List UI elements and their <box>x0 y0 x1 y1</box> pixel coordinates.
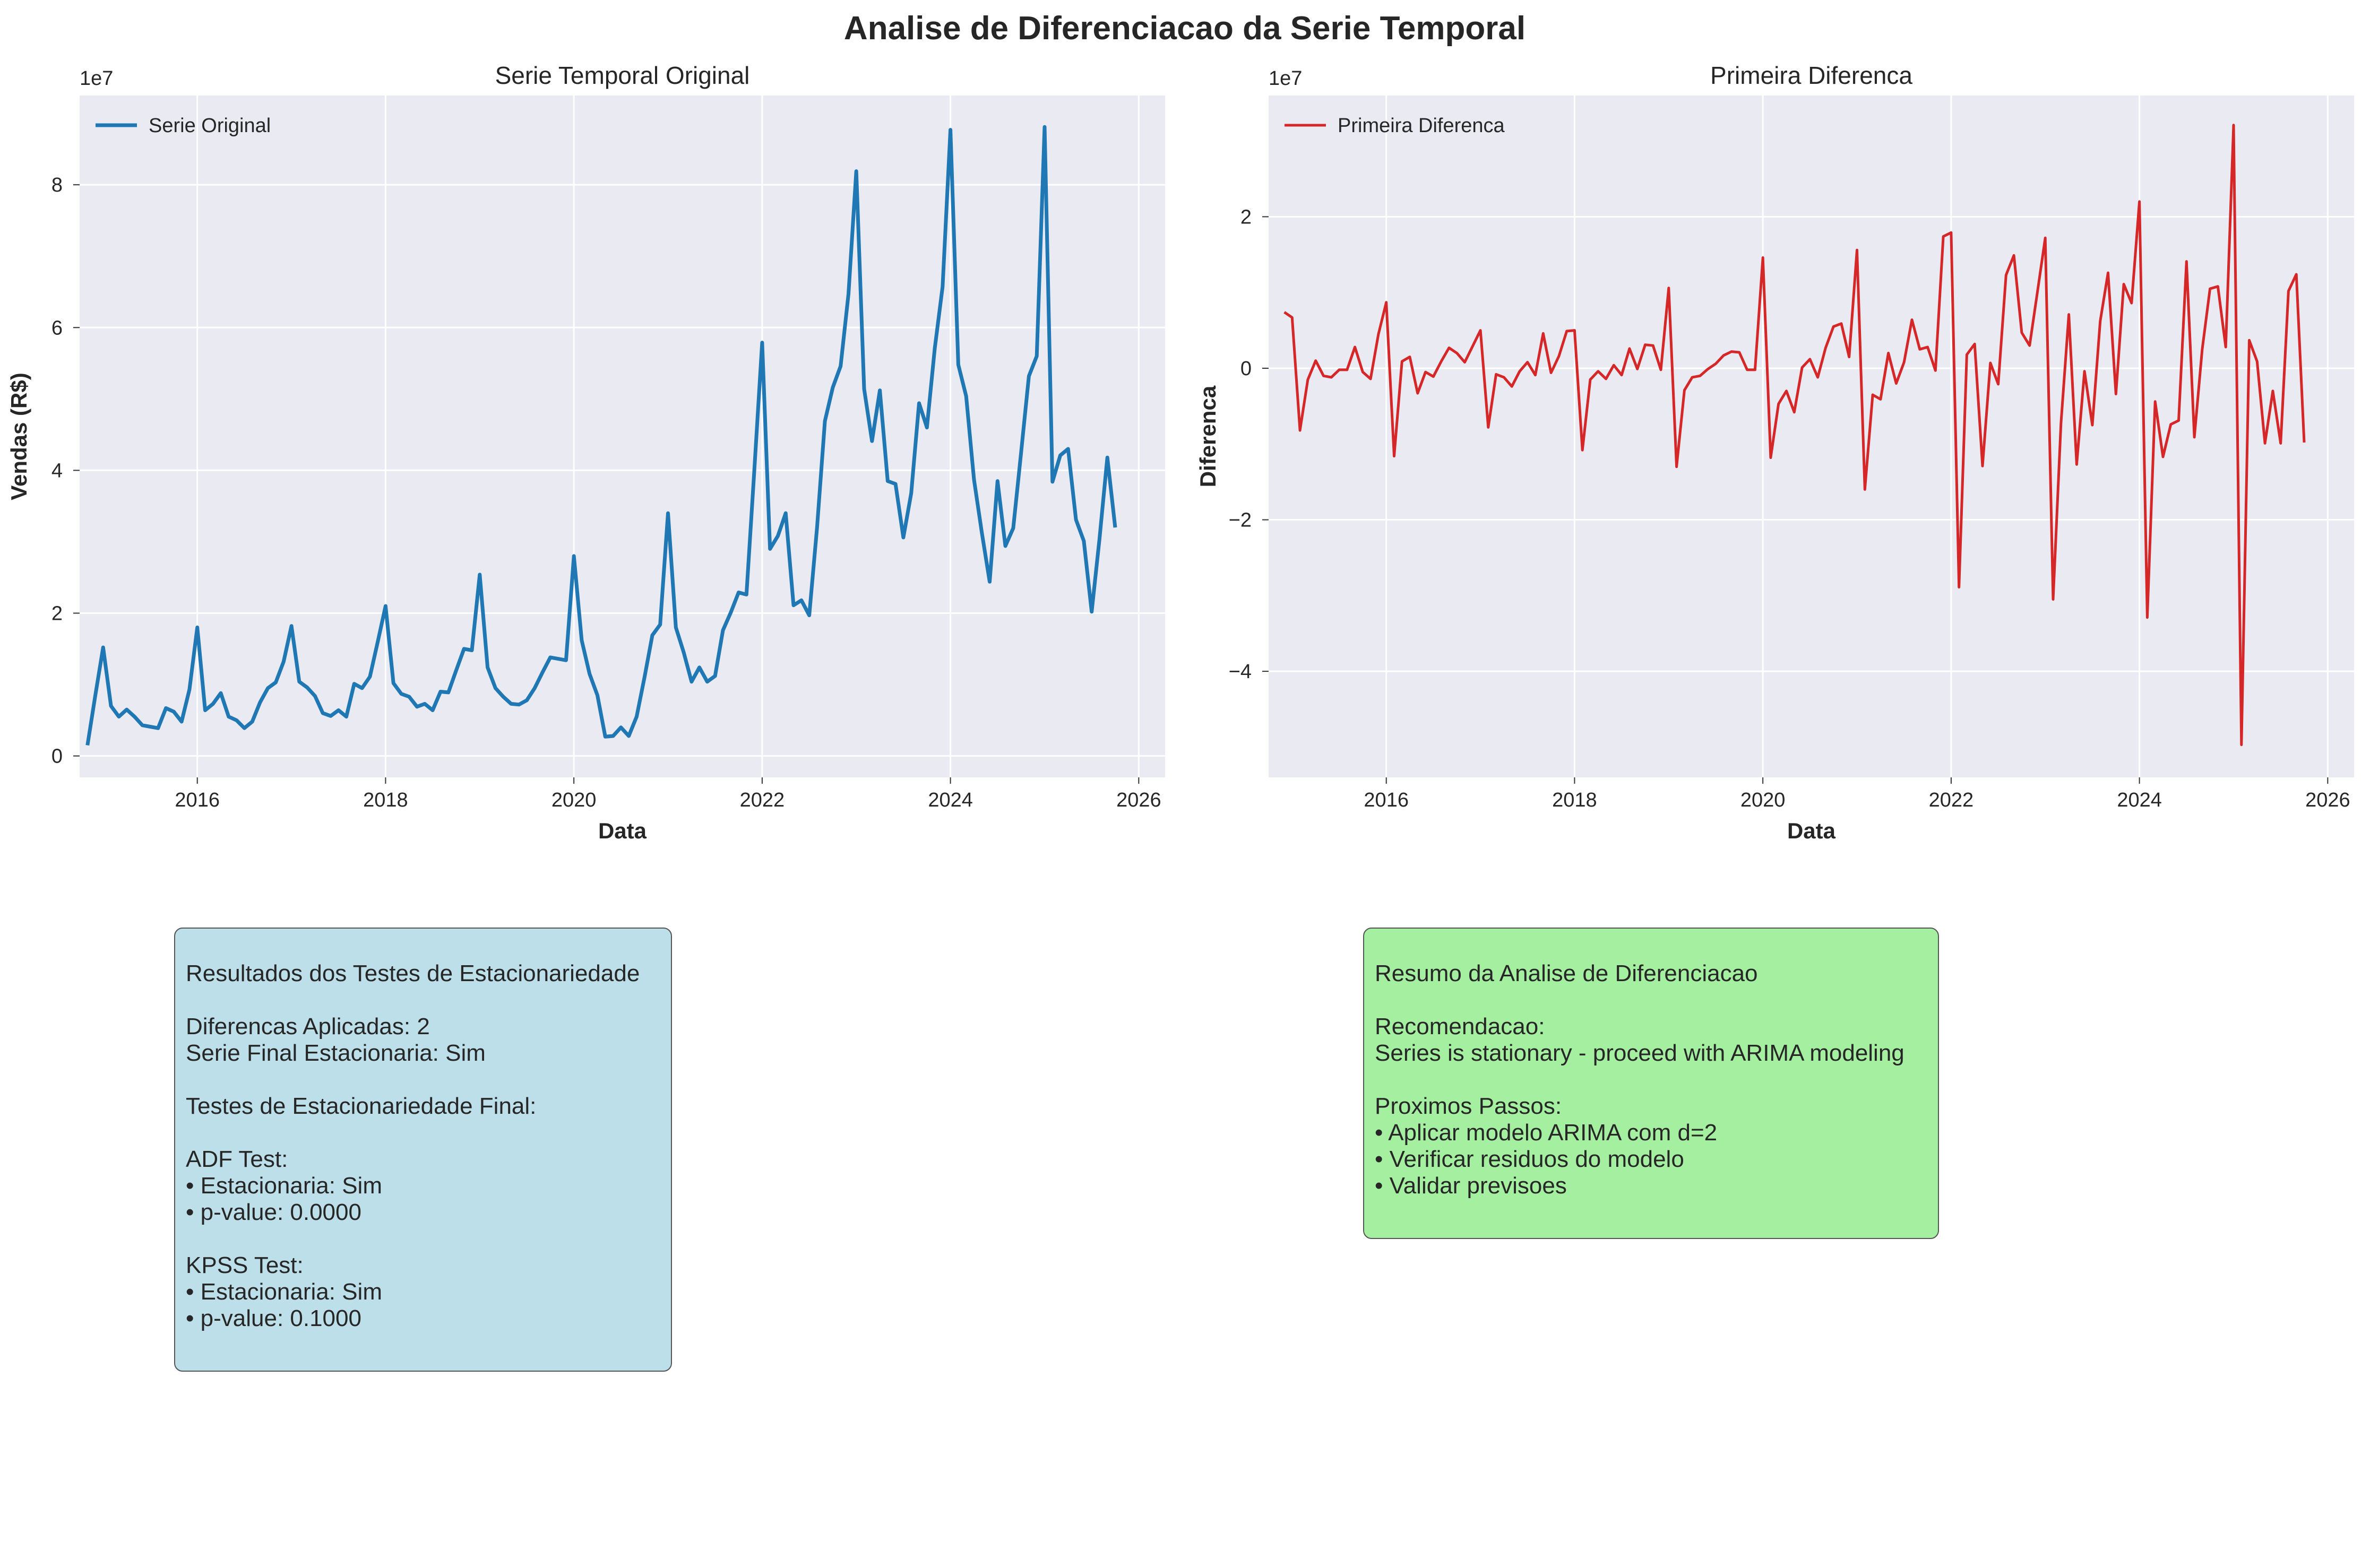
stationarity-tests-panel: Resultados dos Testes de Estacionariedad… <box>174 928 672 1372</box>
y-tick-label: 0 <box>1240 358 1252 380</box>
tests-panel-line <box>186 1067 660 1093</box>
tests-panel-line <box>186 1226 660 1252</box>
legend-label: Primeira Diferenca <box>1338 115 1505 137</box>
legend: Primeira Diferenca <box>1285 115 1505 137</box>
y-tick-label: 2 <box>1240 206 1252 228</box>
x-axis-label: Data <box>598 818 647 843</box>
y-axis-multiplier: 1e7 <box>80 67 113 90</box>
y-tick-label: 2 <box>51 603 63 625</box>
tests-panel-line: Testes de Estacionariedade Final: <box>186 1093 537 1119</box>
plot-area <box>1269 96 2354 777</box>
y-axis-multiplier: 1e7 <box>1269 67 1302 90</box>
plot-area <box>80 96 1165 777</box>
summary-panel-line: • Validar previsoes <box>1375 1173 1567 1199</box>
x-tick-label: 2020 <box>1740 789 1786 811</box>
tests-panel-line: • p-value: 0.0000 <box>186 1199 361 1225</box>
x-tick-label: 2016 <box>175 789 220 811</box>
y-tick-label: −2 <box>1229 509 1252 532</box>
x-tick-label: 2026 <box>1116 789 1161 811</box>
x-tick-label: 2020 <box>551 789 597 811</box>
x-tick-label: 2026 <box>2305 789 2350 811</box>
summary-panel-line: Proximos Passos: <box>1375 1093 1562 1119</box>
x-tick-label: 2018 <box>363 789 408 811</box>
tests-panel-line: Serie Final Estacionaria: Sim <box>186 1040 486 1066</box>
summary-panel-line <box>1375 987 1927 1013</box>
tests-panel-line: ADF Test: <box>186 1146 288 1172</box>
y-tick-label: 6 <box>51 317 63 339</box>
x-tick-label: 2024 <box>928 789 973 811</box>
y-tick-label: 4 <box>51 460 63 482</box>
differencing-summary-panel: Resumo da Analise de Diferenciacao Recome… <box>1363 928 1939 1239</box>
y-tick-label: 8 <box>51 174 63 196</box>
chart-title: Primeira Diferenca <box>1710 62 1912 89</box>
y-tick-label: 0 <box>51 746 63 768</box>
series-line <box>85 125 1117 746</box>
x-tick-label: 2024 <box>2117 789 2162 811</box>
x-tick-label: 2018 <box>1552 789 1597 811</box>
tests-panel-line: KPSS Test: <box>186 1252 304 1278</box>
series-line <box>1283 124 2306 747</box>
x-tick-label: 2022 <box>740 789 785 811</box>
y-axis-label: Vendas (R$) <box>6 372 31 500</box>
figure-title: Analise de Diferenciacao da Serie Tempor… <box>844 10 1526 47</box>
tests-panel-line: Diferencas Aplicadas: 2 <box>186 1013 430 1039</box>
x-axis-label: Data <box>1787 818 1836 843</box>
tests-panel-line: Resultados dos Testes de Estacionariedad… <box>186 960 640 986</box>
legend: Serie Original <box>96 115 271 137</box>
tests-panel-line <box>186 1120 660 1146</box>
tests-panel-line: • p-value: 0.1000 <box>186 1305 361 1331</box>
x-tick-label: 2022 <box>1929 789 1974 811</box>
tests-panel-line: • Estacionaria: Sim <box>186 1279 382 1305</box>
summary-panel-line: • Verificar residuos do modelo <box>1375 1146 1684 1172</box>
summary-panel-line: Recomendacao: <box>1375 1013 1545 1039</box>
y-tick-label: −4 <box>1229 661 1252 683</box>
summary-panel-line: • Aplicar modelo ARIMA com d=2 <box>1375 1120 1718 1146</box>
summary-panel-line: Resumo da Analise de Diferenciacao <box>1375 960 1758 986</box>
chart-title: Serie Temporal Original <box>495 62 750 89</box>
chart-first-difference: 2016 2018 2020 2022 2024 2026 −4 −2 0 2 1e7 Primeir… <box>1195 62 2354 843</box>
tests-panel-line <box>186 987 660 1013</box>
chart-original-series: 2016 2018 2020 2022 2024 2026 0 2 4 6 8 1e7 Serie Te… <box>6 62 1165 843</box>
summary-panel-line <box>1375 1067 1927 1093</box>
summary-panel-line: Series is stationary - proceed with ARIM… <box>1375 1040 1904 1066</box>
x-tick-label: 2016 <box>1364 789 1409 811</box>
tests-panel-line: • Estacionaria: Sim <box>186 1173 382 1199</box>
legend-label: Serie Original <box>149 115 271 137</box>
y-axis-label: Diferenca <box>1195 385 1220 487</box>
